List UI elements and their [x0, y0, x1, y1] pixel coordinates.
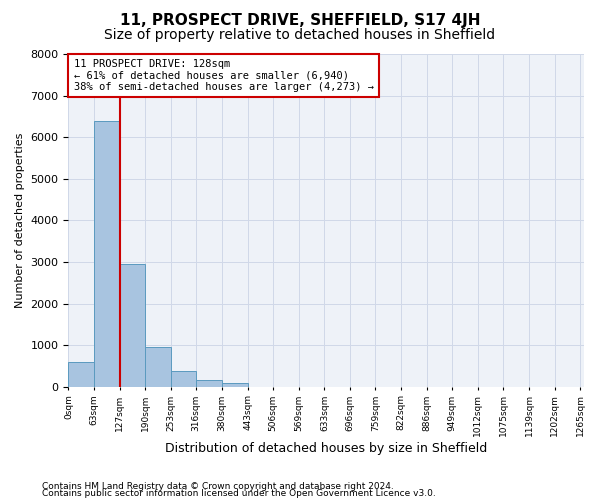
Bar	[145, 347, 171, 387]
Bar	[171, 371, 196, 386]
Text: Contains HM Land Registry data © Crown copyright and database right 2024.: Contains HM Land Registry data © Crown c…	[42, 482, 394, 491]
Text: 11 PROSPECT DRIVE: 128sqm
← 61% of detached houses are smaller (6,940)
38% of se: 11 PROSPECT DRIVE: 128sqm ← 61% of detac…	[74, 59, 374, 92]
X-axis label: Distribution of detached houses by size in Sheffield: Distribution of detached houses by size …	[165, 442, 487, 455]
Bar	[68, 362, 94, 386]
Text: 11, PROSPECT DRIVE, SHEFFIELD, S17 4JH: 11, PROSPECT DRIVE, SHEFFIELD, S17 4JH	[120, 12, 480, 28]
Text: Size of property relative to detached houses in Sheffield: Size of property relative to detached ho…	[104, 28, 496, 42]
Bar	[196, 380, 222, 386]
Y-axis label: Number of detached properties: Number of detached properties	[15, 132, 25, 308]
Bar	[120, 264, 145, 386]
Text: Contains public sector information licensed under the Open Government Licence v3: Contains public sector information licen…	[42, 489, 436, 498]
Bar	[222, 384, 248, 386]
Bar	[94, 120, 119, 386]
